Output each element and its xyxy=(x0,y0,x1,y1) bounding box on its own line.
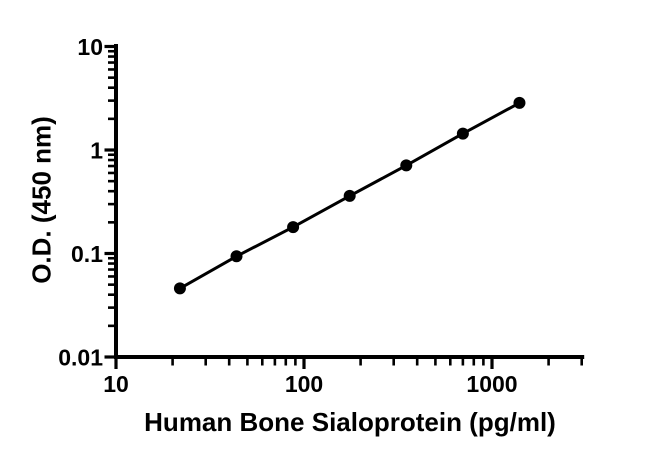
data-point xyxy=(173,282,186,295)
x-axis-title: Human Bone Sialoprotein (pg/ml) xyxy=(144,407,556,437)
data-point xyxy=(230,250,243,263)
data-point xyxy=(400,159,413,172)
y-axis-title: O.D. (450 nm) xyxy=(27,116,57,284)
data-point xyxy=(287,221,300,234)
y-tick-label: 1 xyxy=(90,138,103,164)
y-tick-label: 10 xyxy=(77,34,103,60)
y-tick-label: 0.1 xyxy=(71,241,103,267)
data-point xyxy=(456,127,469,140)
x-tick-label: 10 xyxy=(103,371,129,397)
data-series xyxy=(173,96,526,295)
y-tick-label: 0.01 xyxy=(58,345,103,371)
axis-ticks xyxy=(104,44,583,369)
data-point xyxy=(343,189,356,202)
x-tick-label: 100 xyxy=(285,371,323,397)
axis-tick-labels: 10 100 1000 0.01 0.1 1 10 xyxy=(58,34,517,397)
x-tick-label: 1000 xyxy=(466,371,517,397)
data-point xyxy=(513,96,526,109)
